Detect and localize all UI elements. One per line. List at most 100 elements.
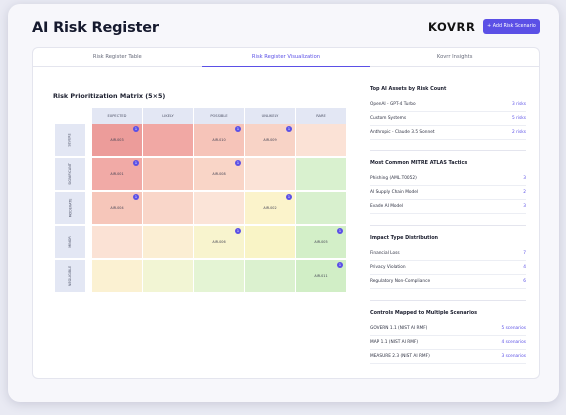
count-badge: 1 (235, 228, 241, 234)
impact-distribution-section: Impact Type Distribution Financial Loss 7… (370, 235, 526, 289)
matrix-cell[interactable]: AIR-008 1 (194, 158, 245, 191)
item-label: MEASURE 2.3 (NIST AI RMF) (370, 354, 430, 359)
matrix-cell[interactable] (92, 226, 143, 259)
item-value: 4 scenarios (501, 340, 526, 345)
item-value: 3 scenarios (501, 354, 526, 359)
item-value: 5 scenarios (501, 326, 526, 331)
list-item[interactable]: Evade AI Model 3 (370, 200, 526, 214)
tab-risk-register-table[interactable]: Risk Register Table (33, 48, 202, 67)
item-value: 6 (523, 279, 526, 284)
list-item[interactable]: GOVERN 1.1 (NIST AI RMF) 5 scenarios (370, 322, 526, 336)
risk-id-label[interactable]: AIR-009 (263, 138, 277, 142)
item-value: 3 risks (511, 102, 526, 107)
column-header-rare: RARE (296, 108, 347, 124)
risk-id-label[interactable]: AIR-006 (212, 240, 226, 244)
list-item[interactable]: Custom Systems 5 risks (370, 112, 526, 126)
item-value: 2 (523, 190, 526, 195)
row-header-moderate: MODERATE (55, 192, 85, 225)
matrix-cell[interactable] (143, 260, 194, 293)
column-header-unlikely: UNLIKELY (245, 108, 296, 124)
item-value: 7 (523, 251, 526, 256)
matrix-cell[interactable] (143, 192, 194, 225)
row-header-minor: MINOR (55, 226, 85, 259)
section-divider (370, 225, 526, 226)
matrix-cell[interactable] (245, 226, 296, 259)
risk-id-label[interactable]: AIR-003 (110, 138, 124, 142)
section-divider (370, 300, 526, 301)
matrix-cell[interactable] (245, 260, 296, 293)
item-label: MAP 1.1 (NIST AI RMF) (370, 340, 419, 345)
risk-id-label[interactable]: AIR-005 (314, 240, 328, 244)
matrix-cell[interactable] (194, 260, 245, 293)
risk-id-label[interactable]: AIR-008 (212, 172, 226, 176)
risk-id-label[interactable]: AIR-004 (110, 206, 124, 210)
risk-id-label[interactable]: AIR-002 (263, 206, 277, 210)
matrix-cell[interactable] (245, 158, 296, 191)
matrix-cell[interactable]: AIR-002 1 (245, 192, 296, 225)
list-item[interactable]: MAP 1.1 (NIST AI RMF) 4 scenarios (370, 336, 526, 350)
item-value: 5 risks (511, 116, 526, 121)
matrix-cell[interactable] (194, 192, 245, 225)
controls-section: Controls Mapped to Multiple Scenarios GO… (370, 310, 526, 364)
list-item[interactable]: OpenAI - GPT-4 Turbo 3 risks (370, 98, 526, 112)
list-item[interactable]: MEASURE 2.3 (NIST AI RMF) 3 scenarios (370, 350, 526, 364)
matrix-cell[interactable] (143, 158, 194, 191)
item-label: Financial Loss (370, 251, 400, 256)
list-item[interactable]: Phishing (AML.T0052) 3 (370, 172, 526, 186)
matrix-title: Risk Prioritization Matrix (5×5) (53, 92, 166, 100)
item-label: Privacy Violation (370, 265, 406, 270)
section-title: Impact Type Distribution (370, 235, 439, 241)
matrix-cell[interactable] (92, 260, 143, 293)
row-label: NEGLIGIBLE (68, 265, 72, 287)
list-item[interactable]: Regulatory Non-Compliance 6 (370, 275, 526, 289)
count-badge: 1 (235, 126, 241, 132)
item-value: 3 (523, 204, 526, 209)
item-label: AI Supply Chain Model (370, 190, 419, 195)
matrix-cell[interactable]: AIR-006 1 (194, 226, 245, 259)
count-badge: 1 (235, 160, 241, 166)
count-badge: 1 (337, 228, 343, 234)
matrix-cell[interactable] (296, 192, 347, 225)
list-item[interactable]: Financial Loss 7 (370, 247, 526, 261)
matrix-cell[interactable]: AIR-005 1 (296, 226, 347, 259)
risk-id-label[interactable]: AIR-011 (314, 274, 328, 278)
matrix-cell[interactable]: AIR-004 1 (92, 192, 143, 225)
matrix-cell[interactable]: AIR-010 1 (194, 124, 245, 157)
row-label: MODERATE (68, 198, 72, 218)
kovrr-logo: KOVRR (428, 20, 476, 34)
row-header-significant: SIGNIFICANT (55, 158, 85, 191)
list-item[interactable]: Privacy Violation 4 (370, 261, 526, 275)
mitre-tactics-section: Most Common MITRE ATLAS Tactics Phishing… (370, 160, 526, 214)
add-risk-scenario-button[interactable]: + Add Risk Scenario (483, 19, 540, 34)
item-label: Evade AI Model (370, 204, 404, 209)
matrix-cell[interactable] (296, 158, 347, 191)
count-badge: 1 (286, 126, 292, 132)
matrix-cell[interactable] (296, 124, 347, 157)
item-value: 3 (523, 176, 526, 181)
risk-id-label[interactable]: AIR-001 (110, 172, 124, 176)
tab-kovrr-insights[interactable]: Kovrr Insights (370, 48, 540, 67)
item-label: OpenAI - GPT-4 Turbo (370, 102, 416, 107)
count-badge: 1 (133, 126, 139, 132)
count-badge: 1 (133, 160, 139, 166)
row-label: SEVERE (67, 133, 72, 147)
count-badge: 1 (133, 194, 139, 200)
row-label: SIGNIFICANT (68, 163, 72, 185)
matrix-cell[interactable] (143, 226, 194, 259)
item-value: 2 risks (511, 130, 526, 135)
matrix-cell[interactable]: AIR-003 1 (92, 124, 143, 157)
matrix-cell[interactable]: AIR-011 1 (296, 260, 347, 293)
section-title: Controls Mapped to Multiple Scenarios (370, 310, 478, 316)
matrix-cell[interactable]: AIR-009 1 (245, 124, 296, 157)
risk-id-label[interactable]: AIR-010 (212, 138, 226, 142)
tab-risk-register-visualization[interactable]: Risk Register Visualization (201, 48, 371, 67)
item-value: 4 (523, 265, 526, 270)
row-label: MINOR (68, 236, 72, 248)
list-item[interactable]: Anthropic - Claude 3.5 Sonnet 2 risks (370, 126, 526, 140)
row-header-severe: SEVERE (55, 124, 85, 157)
section-title: Most Common MITRE ATLAS Tactics (370, 160, 468, 166)
list-item[interactable]: AI Supply Chain Model 2 (370, 186, 526, 200)
matrix-cell[interactable]: AIR-001 1 (92, 158, 143, 191)
item-label: Phishing (AML.T0052) (370, 176, 417, 181)
matrix-cell[interactable] (143, 124, 194, 157)
